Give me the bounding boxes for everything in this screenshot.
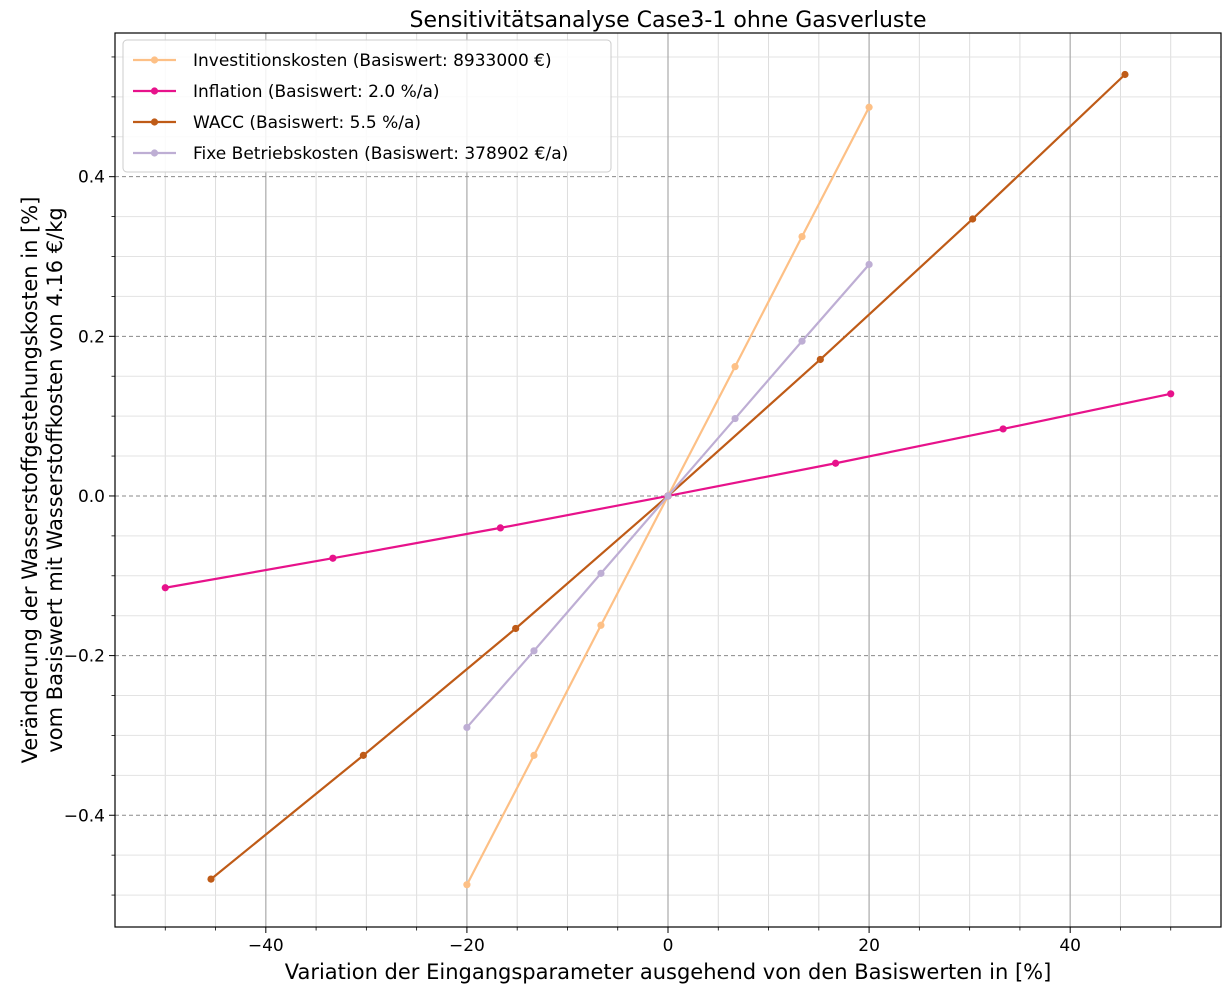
y-axis-label-line-1: Veränderung der Wasserstoffgestehungskos… <box>18 197 42 764</box>
legend-marker <box>150 118 159 126</box>
axis-ticks: −40 −20 0 20 40 −0.4 −0.2 0.0 0.2 0.4 <box>64 56 1172 956</box>
y-tick-label: −0.2 <box>64 647 105 667</box>
y-tick-label: 0.2 <box>78 327 105 347</box>
data-point <box>512 624 520 633</box>
data-point <box>463 881 471 889</box>
data-point <box>530 751 538 759</box>
legend-label: Investitionskosten (Basiswert: 8933000 €… <box>193 51 552 71</box>
legend-label: Fixe Betriebskosten (Basiswert: 378902 €… <box>193 144 568 164</box>
data-point <box>999 425 1007 433</box>
grid <box>115 33 1221 927</box>
data-point <box>329 554 337 562</box>
data-point <box>530 647 538 655</box>
data-point <box>798 337 806 345</box>
data-point <box>359 751 367 759</box>
x-tick-label: −20 <box>449 936 485 956</box>
data-point <box>865 103 873 111</box>
data-point <box>597 621 605 629</box>
y-tick-label: 0.0 <box>78 487 105 507</box>
y-tick-label: 0.4 <box>78 168 105 188</box>
data-point <box>1167 390 1175 398</box>
data-point <box>161 584 169 592</box>
legend-label: WACC (Basiswert: 5.5 %/a) <box>193 113 421 133</box>
data-point <box>731 363 739 371</box>
data-point <box>597 569 605 577</box>
data-point <box>207 875 215 883</box>
data-point <box>865 260 873 269</box>
legend-marker <box>150 87 159 95</box>
data-point <box>832 459 840 467</box>
y-axis-label-line-2: vom Basiswert mit Wasserstoffkosten von … <box>43 207 67 752</box>
legend-box <box>122 39 612 173</box>
legend-marker <box>150 56 159 64</box>
chart-title: Sensitivitätsanalyse Case3-1 ohne Gasver… <box>409 8 926 33</box>
x-axis-label: Variation der Eingangsparameter ausgehen… <box>285 960 1052 984</box>
legend-label: Inflation (Basiswert: 2.0 %/a) <box>193 82 440 102</box>
data-point <box>664 492 672 500</box>
x-tick-label: 0 <box>663 936 674 956</box>
legend: Investitionskosten (Basiswert: 8933000 €… <box>122 39 612 173</box>
legend-marker <box>150 149 159 157</box>
x-tick-label: 20 <box>858 936 880 956</box>
data-point <box>969 215 977 223</box>
x-tick-label: 40 <box>1059 936 1081 956</box>
data-point <box>463 723 471 732</box>
data-point <box>731 414 739 423</box>
plot-series <box>161 70 1175 889</box>
x-tick-label: −40 <box>248 936 284 956</box>
y-tick-label: −0.4 <box>64 806 105 826</box>
data-point <box>1121 70 1129 79</box>
data-point <box>798 232 806 241</box>
data-point <box>816 355 824 364</box>
data-point <box>496 524 504 532</box>
